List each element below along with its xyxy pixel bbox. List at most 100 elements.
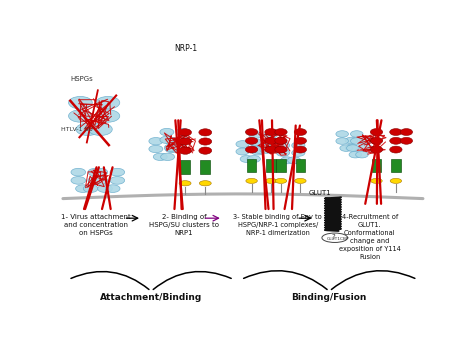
Text: HTLV-1 SU: HTLV-1 SU [61, 127, 93, 132]
Text: NRP-1: NRP-1 [174, 44, 198, 53]
Ellipse shape [400, 128, 412, 136]
Ellipse shape [76, 185, 90, 193]
Ellipse shape [246, 178, 257, 183]
Ellipse shape [96, 110, 120, 122]
Bar [295, 159, 305, 172]
Ellipse shape [265, 128, 277, 136]
Ellipse shape [371, 178, 382, 183]
Ellipse shape [246, 137, 258, 144]
Ellipse shape [349, 151, 362, 158]
Ellipse shape [249, 139, 262, 146]
Ellipse shape [260, 146, 273, 153]
Ellipse shape [356, 151, 368, 158]
Ellipse shape [336, 138, 348, 144]
Bar [200, 160, 210, 174]
Ellipse shape [110, 177, 125, 184]
Ellipse shape [345, 137, 358, 144]
Bar [266, 159, 276, 172]
Ellipse shape [199, 138, 212, 145]
Text: GLUT1: GLUT1 [309, 190, 332, 196]
Ellipse shape [199, 181, 211, 186]
Ellipse shape [276, 142, 290, 149]
Ellipse shape [93, 177, 108, 184]
Ellipse shape [89, 123, 112, 136]
Bar [391, 159, 401, 172]
Bar [247, 159, 256, 172]
Ellipse shape [294, 128, 307, 136]
Ellipse shape [240, 156, 254, 162]
Ellipse shape [264, 132, 277, 138]
Ellipse shape [88, 177, 102, 184]
Ellipse shape [360, 137, 372, 144]
Ellipse shape [294, 146, 307, 153]
Ellipse shape [199, 147, 212, 154]
Ellipse shape [93, 168, 108, 176]
Ellipse shape [360, 144, 372, 151]
Ellipse shape [71, 168, 86, 176]
Ellipse shape [281, 157, 294, 164]
Text: Attachment/Binding: Attachment/Binding [100, 293, 202, 302]
Ellipse shape [370, 128, 383, 136]
Text: Binding/Fusion: Binding/Fusion [292, 293, 367, 302]
Ellipse shape [346, 145, 359, 152]
Ellipse shape [164, 144, 178, 151]
Ellipse shape [96, 97, 120, 109]
Ellipse shape [265, 178, 277, 183]
Bar [180, 160, 190, 174]
Ellipse shape [275, 178, 287, 183]
Ellipse shape [236, 148, 249, 155]
Ellipse shape [236, 141, 249, 147]
Ellipse shape [275, 137, 287, 144]
Ellipse shape [69, 110, 92, 122]
Ellipse shape [251, 141, 264, 147]
Ellipse shape [400, 137, 412, 144]
Ellipse shape [370, 146, 383, 153]
Ellipse shape [292, 149, 305, 156]
Ellipse shape [294, 137, 307, 144]
Ellipse shape [253, 146, 266, 153]
Ellipse shape [345, 144, 358, 151]
Text: 3- Stable binding of Env to
HSPG/NRP-1 complexes/
NRP-1 dimerization: 3- Stable binding of Env to HSPG/NRP-1 c… [234, 214, 322, 236]
Ellipse shape [179, 138, 191, 145]
Ellipse shape [71, 177, 86, 184]
Ellipse shape [76, 123, 100, 136]
Ellipse shape [160, 128, 174, 136]
Ellipse shape [172, 144, 186, 151]
Ellipse shape [161, 153, 174, 160]
Ellipse shape [276, 149, 290, 156]
Text: 2- Binding of
HSPG/SU clusters to
NRP1: 2- Binding of HSPG/SU clusters to NRP1 [149, 214, 219, 236]
Ellipse shape [199, 129, 212, 136]
Ellipse shape [264, 139, 277, 146]
Ellipse shape [176, 128, 190, 136]
Ellipse shape [165, 138, 179, 145]
Ellipse shape [83, 185, 98, 193]
Ellipse shape [69, 97, 92, 109]
Ellipse shape [275, 146, 287, 153]
Ellipse shape [179, 181, 191, 186]
Text: GLUT1CBP: GLUT1CBP [327, 237, 349, 241]
Ellipse shape [179, 147, 191, 154]
Ellipse shape [165, 145, 179, 153]
Ellipse shape [390, 128, 402, 136]
Ellipse shape [88, 168, 102, 176]
Text: 4-Recruitment of
GLUT1.
Conformational
change and
exposition of Y114
Fusion: 4-Recruitment of GLUT1. Conformational c… [339, 214, 401, 260]
Ellipse shape [390, 146, 402, 153]
Ellipse shape [322, 233, 347, 242]
Ellipse shape [110, 168, 125, 176]
Text: 1- Virus attachment
and concentration
on HSPGs: 1- Virus attachment and concentration on… [61, 214, 131, 236]
Ellipse shape [176, 136, 190, 143]
Ellipse shape [292, 142, 305, 149]
Ellipse shape [265, 137, 277, 144]
Ellipse shape [98, 185, 112, 193]
Ellipse shape [247, 156, 260, 162]
Ellipse shape [105, 185, 120, 193]
Ellipse shape [350, 131, 363, 137]
Ellipse shape [149, 138, 163, 145]
Text: ?: ? [332, 234, 336, 240]
Ellipse shape [249, 132, 262, 138]
Ellipse shape [246, 128, 258, 136]
Ellipse shape [153, 153, 167, 160]
Ellipse shape [336, 131, 348, 137]
Ellipse shape [350, 138, 363, 144]
Ellipse shape [149, 145, 163, 153]
